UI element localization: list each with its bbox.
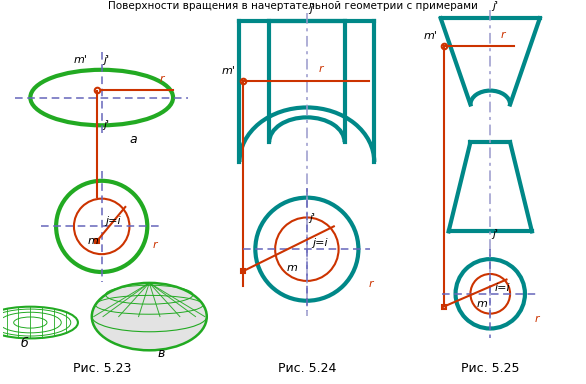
Text: m: m (476, 299, 487, 309)
Text: j=i: j=i (105, 217, 121, 227)
Text: r: r (152, 240, 157, 250)
Text: j=i: j=i (312, 238, 328, 248)
Text: в: в (157, 347, 165, 360)
Text: Рис. 5.23: Рис. 5.23 (73, 362, 131, 375)
Text: Рис. 5.24: Рис. 5.24 (278, 362, 336, 375)
Text: j': j' (309, 214, 315, 223)
Text: r: r (535, 314, 540, 324)
Text: j': j' (492, 1, 498, 11)
Text: m': m' (222, 66, 236, 76)
Text: r: r (159, 74, 164, 84)
Text: Рис. 5.25: Рис. 5.25 (461, 362, 520, 375)
Text: m': m' (74, 55, 88, 65)
Text: j': j' (309, 4, 315, 14)
Text: j': j' (104, 120, 110, 130)
Text: а: а (130, 133, 137, 146)
Ellipse shape (92, 283, 207, 350)
Text: m': m' (424, 31, 438, 41)
Text: m: m (88, 236, 98, 246)
Text: Поверхности вращения в начертательной геометрии с примерами: Поверхности вращения в начертательной ге… (108, 1, 478, 11)
Text: б: б (21, 337, 28, 350)
Text: r: r (500, 30, 505, 40)
Text: j': j' (492, 229, 498, 239)
Text: m: m (287, 263, 298, 273)
Text: i=i: i=i (494, 283, 510, 293)
Text: r: r (369, 279, 373, 289)
Text: j': j' (104, 55, 110, 65)
Text: r: r (319, 64, 323, 74)
